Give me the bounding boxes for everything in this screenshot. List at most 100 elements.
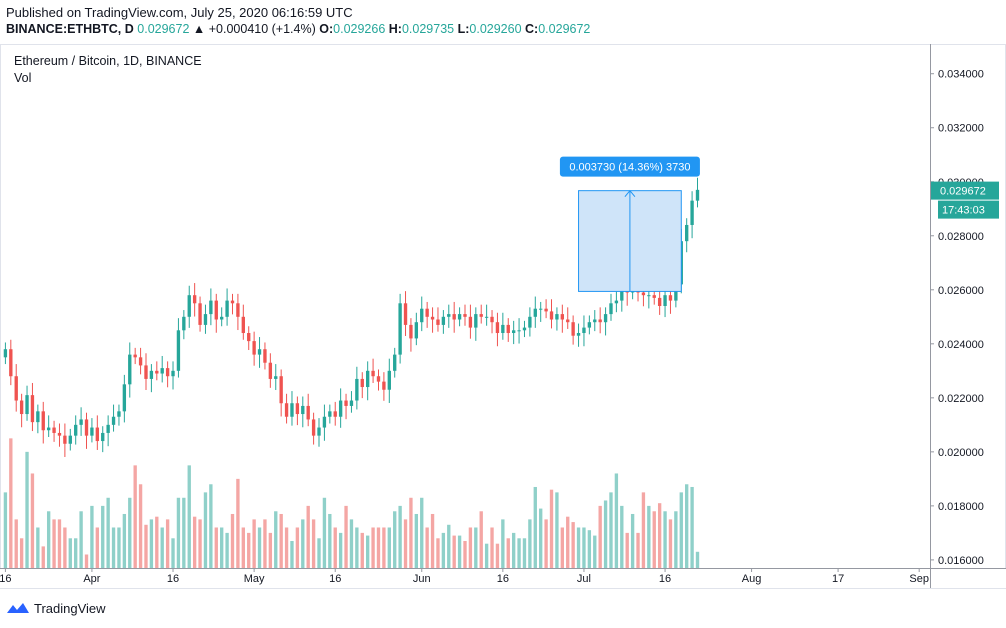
candle-body [517, 330, 521, 332]
volume-bar [41, 546, 45, 568]
open-label: O: [319, 22, 334, 36]
volume-bar [636, 532, 640, 568]
candle-body [274, 376, 278, 379]
candle-body [106, 424, 110, 433]
volume-bar [593, 535, 597, 568]
close-label: C: [525, 22, 539, 36]
volume-bar [30, 473, 35, 568]
candle-body [3, 349, 8, 358]
candle-body [425, 308, 429, 317]
candle-body [63, 435, 67, 444]
candle-body [598, 319, 602, 323]
candle-body [30, 395, 35, 423]
volume-bar [198, 519, 202, 568]
volume-bar [144, 524, 148, 568]
volume-bar [382, 527, 386, 568]
volume-bar [576, 527, 581, 568]
volume-bar [214, 527, 218, 568]
candle-body [403, 303, 408, 325]
volume-bar [176, 497, 181, 568]
volume-bar [57, 519, 62, 568]
chart-axes: 0.0340000.0320000.0300000.0280000.026000… [0, 44, 1006, 589]
candle-body [214, 300, 218, 320]
volume-bar [274, 511, 278, 568]
volume-bar [457, 535, 462, 568]
volume-bar [587, 530, 592, 568]
candle-body [203, 314, 208, 325]
measure-label-box [559, 156, 700, 177]
candle-body [117, 411, 121, 417]
candle-body [138, 357, 143, 366]
candle-body [101, 432, 105, 442]
candle-body [333, 411, 337, 417]
candle-body [571, 322, 575, 336]
y-tick-label: 0.032000 [938, 123, 984, 135]
candle-body [236, 303, 240, 317]
candle-body [52, 427, 56, 433]
candle-body [365, 370, 370, 388]
volume-bar [25, 451, 29, 568]
y-tick-label: 0.016000 [938, 555, 984, 567]
volume-bar [349, 519, 354, 568]
candle-body [457, 314, 462, 320]
volume-bar [679, 492, 683, 568]
volume-bar [14, 519, 18, 568]
volume-bar [182, 497, 186, 568]
volume-bar [441, 532, 446, 568]
volume-bar [371, 527, 375, 568]
volume-bar [322, 497, 327, 568]
volume-bar [279, 513, 283, 568]
candle-body [587, 322, 592, 328]
candle-body [566, 319, 570, 323]
candle-body [544, 308, 548, 312]
candle-body [576, 333, 581, 336]
volume-bar [603, 500, 608, 568]
volume-bar [690, 486, 694, 568]
volume-bar [393, 511, 397, 568]
volume-bar [220, 527, 224, 568]
candle-body [247, 333, 251, 342]
candle-body [252, 341, 256, 355]
volume-bar [63, 527, 67, 568]
volume-bar [511, 532, 516, 568]
volume-bar [3, 492, 8, 568]
candle-body [533, 308, 537, 317]
candle-body [641, 292, 646, 296]
candle-body [647, 295, 651, 297]
volume-bar [566, 516, 570, 568]
volume-bar [474, 527, 478, 568]
volume-bar [284, 527, 289, 568]
volume-bar [74, 538, 78, 568]
candle-body [317, 427, 321, 436]
volume-bar [160, 527, 164, 568]
last-price-tag [931, 181, 999, 200]
candle-body [420, 308, 424, 323]
candle-body [160, 368, 164, 374]
volume-bar [495, 543, 500, 568]
candle-body [68, 435, 72, 444]
candle-body [349, 400, 354, 406]
volume-bar [620, 505, 624, 568]
candle-body [360, 378, 364, 388]
candle-body [490, 316, 494, 323]
volume-bar [479, 511, 483, 568]
volume-bar [311, 519, 316, 568]
candle-body [484, 316, 489, 318]
volume-bar [549, 489, 554, 568]
volume-bar [257, 527, 262, 568]
x-tick-label: Jun [413, 573, 431, 585]
candle-body [187, 295, 191, 317]
last-price: 0.029672 [137, 22, 190, 36]
tradingview-brand: TradingView [34, 600, 106, 616]
y-tick-label: 0.034000 [938, 69, 984, 81]
volume-bar [539, 508, 543, 568]
ohlc-line: BINANCE:ETHBTC, D 0.029672 ▲ +0.000410 (… [6, 22, 590, 36]
candle-body [111, 416, 116, 425]
volume-bar [252, 519, 256, 568]
chart-frame [0, 44, 1006, 569]
volume-bar [138, 484, 143, 568]
tradingview-logo[interactable]: TradingView [6, 600, 106, 616]
volume-bar [463, 540, 467, 568]
candle-body [382, 381, 386, 390]
